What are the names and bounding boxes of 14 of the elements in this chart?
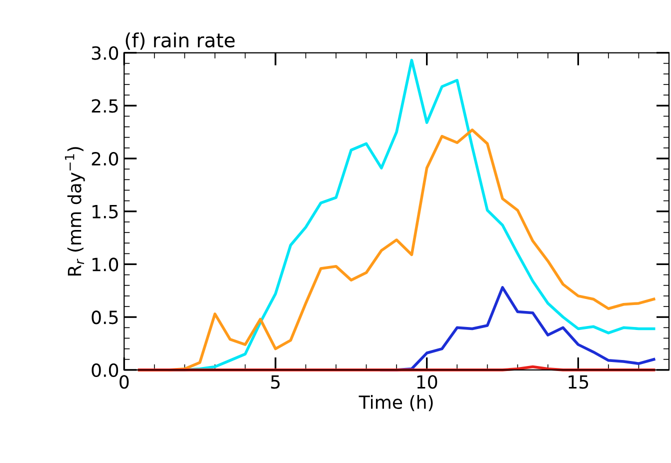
y-tick-label: 1.5 [92,205,118,218]
y-axis-title: R$_{r}$ (mm day$^{−1}$) [64,147,85,276]
chart-title: (f) rain rate [126,32,235,50]
y-tick-label: 0.5 [92,310,118,324]
y-tick-label: 1.0 [92,258,118,272]
x-tick-label: 0 [120,375,129,389]
x-axis-title: Time (h) [358,395,433,412]
y-tick-label: 3.0 [92,46,118,60]
y-tick-label: 2.0 [92,152,118,166]
y-tick-label: 0.0 [92,363,118,378]
x-tick-label: 10 [417,375,438,389]
x-tick-label: 5 [271,375,280,389]
y-tick-label: 2.5 [92,99,118,113]
x-tick-label: 15 [568,375,588,389]
